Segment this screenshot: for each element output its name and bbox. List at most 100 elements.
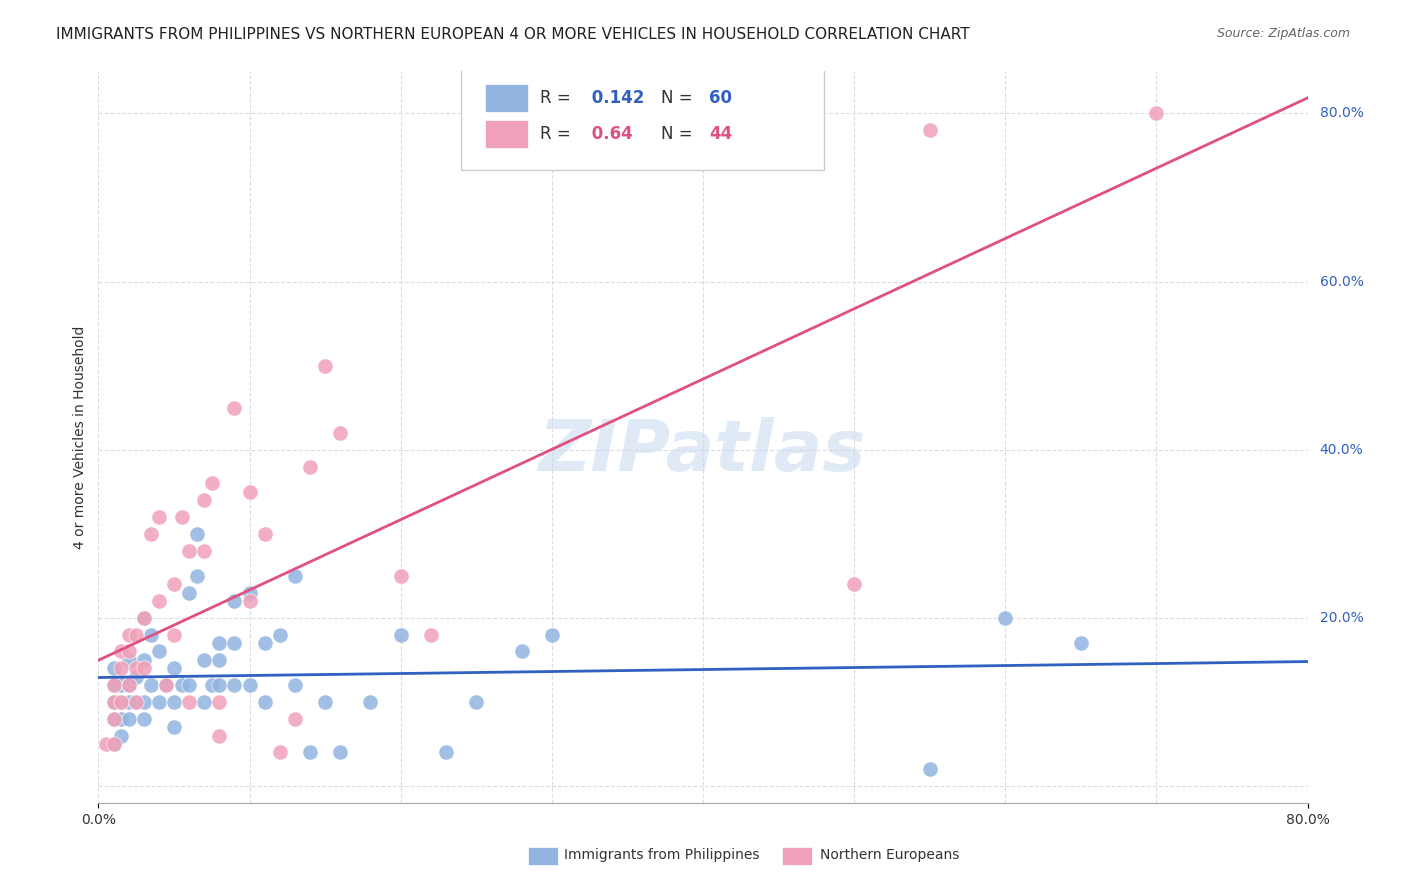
Point	[389, 569, 412, 583]
Point	[110, 661, 132, 675]
Point	[844, 577, 866, 591]
Point	[224, 636, 246, 650]
Point	[177, 695, 201, 709]
Bar	[782, 847, 811, 865]
Point	[224, 401, 246, 415]
Text: 80.0%: 80.0%	[1320, 106, 1364, 120]
Point	[110, 729, 132, 743]
Point	[186, 526, 208, 541]
Bar	[527, 847, 558, 865]
Point	[239, 484, 262, 499]
Point	[110, 695, 132, 709]
Point	[193, 543, 215, 558]
Point	[253, 695, 276, 709]
Text: Source: ZipAtlas.com: Source: ZipAtlas.com	[1216, 27, 1350, 40]
Point	[269, 745, 291, 759]
Point	[163, 577, 186, 591]
Point	[208, 636, 231, 650]
Point	[193, 493, 215, 508]
Point	[163, 720, 186, 734]
Point	[110, 678, 132, 692]
Point	[239, 594, 262, 608]
Point	[419, 627, 441, 641]
Point	[148, 594, 170, 608]
Point	[239, 585, 262, 599]
Point	[299, 745, 322, 759]
Point	[118, 678, 141, 692]
Point	[155, 678, 177, 692]
Text: Immigrants from Philippines: Immigrants from Philippines	[564, 848, 759, 863]
Point	[186, 569, 208, 583]
Text: 60.0%: 60.0%	[1320, 275, 1364, 288]
Point	[141, 627, 163, 641]
Point	[329, 745, 352, 759]
Point	[125, 627, 148, 641]
Point	[224, 594, 246, 608]
Point	[208, 653, 231, 667]
Point	[170, 678, 193, 692]
Point	[329, 425, 352, 440]
Point	[208, 695, 231, 709]
Point	[994, 611, 1017, 625]
Text: ZIPatlas: ZIPatlas	[540, 417, 866, 486]
Point	[193, 653, 215, 667]
Point	[284, 678, 307, 692]
Point	[148, 695, 170, 709]
Point	[208, 729, 231, 743]
Point	[132, 712, 155, 726]
Point	[110, 712, 132, 726]
Point	[253, 526, 276, 541]
Text: R =: R =	[540, 88, 576, 107]
FancyBboxPatch shape	[461, 61, 824, 170]
Text: 20.0%: 20.0%	[1320, 611, 1364, 624]
Point	[389, 627, 412, 641]
Point	[103, 737, 125, 751]
Point	[132, 661, 155, 675]
Text: 40.0%: 40.0%	[1320, 442, 1364, 457]
Point	[193, 695, 215, 709]
Point	[163, 695, 186, 709]
Point	[118, 712, 141, 726]
Point	[110, 644, 132, 658]
Text: R =: R =	[540, 125, 576, 144]
Point	[125, 661, 148, 675]
Point	[94, 737, 117, 751]
Point	[103, 737, 125, 751]
Point	[1070, 636, 1092, 650]
Text: IMMIGRANTS FROM PHILIPPINES VS NORTHERN EUROPEAN 4 OR MORE VEHICLES IN HOUSEHOLD: IMMIGRANTS FROM PHILIPPINES VS NORTHERN …	[56, 27, 970, 42]
Point	[163, 661, 186, 675]
Point	[208, 678, 231, 692]
Text: 60: 60	[709, 88, 733, 107]
Point	[163, 627, 186, 641]
Point	[1144, 106, 1167, 120]
Point	[141, 526, 163, 541]
Point	[103, 712, 125, 726]
Point	[141, 678, 163, 692]
Point	[177, 543, 201, 558]
Point	[148, 510, 170, 524]
Point	[510, 644, 533, 658]
Point	[110, 695, 132, 709]
Point	[125, 695, 148, 709]
Point	[314, 359, 336, 373]
Point	[118, 695, 141, 709]
Point	[103, 678, 125, 692]
Point	[103, 712, 125, 726]
Point	[118, 627, 141, 641]
Point	[239, 678, 262, 692]
Point	[132, 695, 155, 709]
Point	[253, 636, 276, 650]
Point	[224, 678, 246, 692]
Point	[284, 569, 307, 583]
Text: 0.64: 0.64	[586, 125, 633, 144]
Point	[125, 695, 148, 709]
Y-axis label: 4 or more Vehicles in Household: 4 or more Vehicles in Household	[73, 326, 87, 549]
Point	[103, 661, 125, 675]
Text: Northern Europeans: Northern Europeans	[820, 848, 960, 863]
Point	[132, 611, 155, 625]
Text: 0.142: 0.142	[586, 88, 644, 107]
Point	[118, 678, 141, 692]
Point	[269, 627, 291, 641]
Point	[284, 712, 307, 726]
Point	[201, 678, 224, 692]
